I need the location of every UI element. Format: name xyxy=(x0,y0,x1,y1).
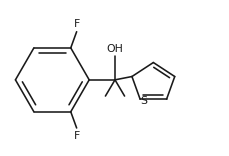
Text: F: F xyxy=(73,19,79,29)
Text: OH: OH xyxy=(106,44,123,54)
Text: S: S xyxy=(140,96,147,106)
Text: F: F xyxy=(73,131,79,141)
